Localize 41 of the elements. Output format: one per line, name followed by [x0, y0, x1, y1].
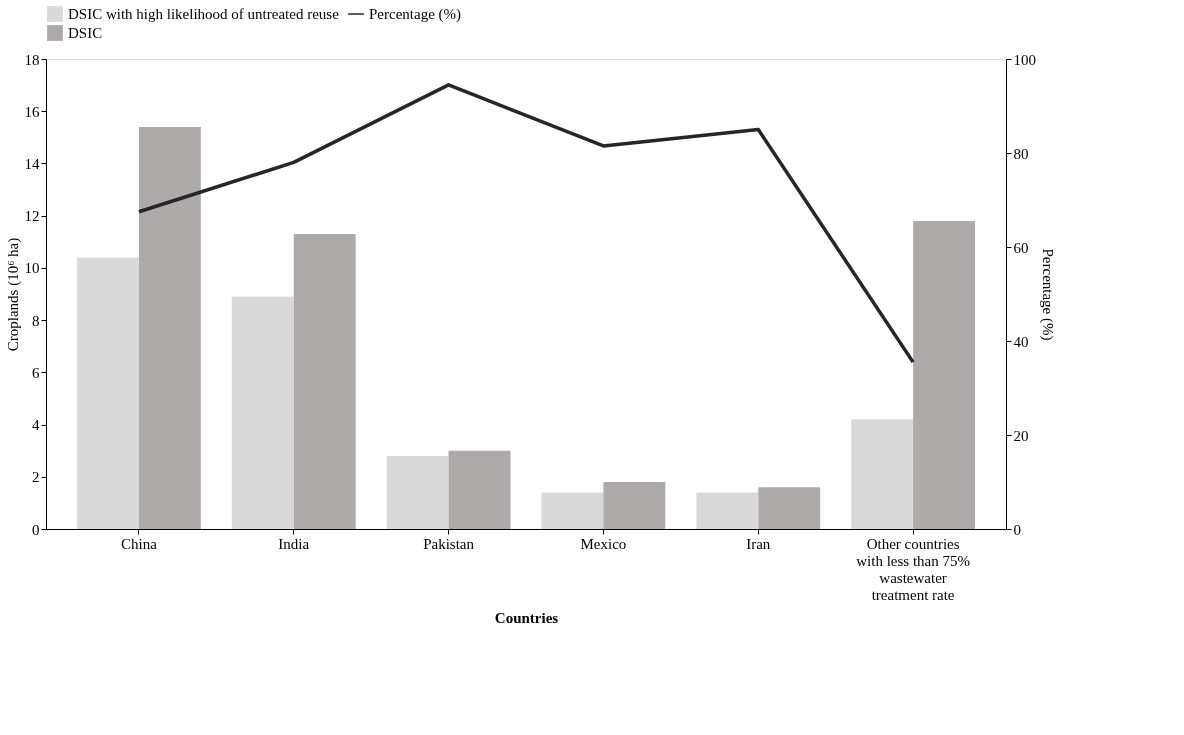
- y-tick-label: 2: [32, 469, 40, 486]
- y-tick-label: 16: [24, 103, 40, 120]
- bar: [448, 450, 511, 529]
- y2-tick-label: 60: [1013, 239, 1029, 256]
- x-axis-title: Countries: [494, 609, 559, 626]
- x-tick-label: Iran: [746, 535, 771, 552]
- line-series: [137, 83, 915, 364]
- bar: [386, 455, 449, 529]
- bar: [293, 233, 356, 529]
- bar: [603, 482, 666, 529]
- legend-label: DSIC with high likelihood of untreated reuse: [68, 6, 340, 22]
- bar: [851, 419, 914, 529]
- y-axis-title: Croplands (10⁶ ha): [4, 237, 22, 352]
- y-tick-label: 4: [32, 417, 40, 434]
- bar: [231, 296, 294, 529]
- x-tick-label: China: [120, 535, 158, 552]
- x-tick-label: India: [278, 535, 310, 552]
- x-tick-label: Mexico: [580, 535, 627, 552]
- bar: [758, 487, 821, 529]
- y-tick-label: 10: [24, 260, 40, 277]
- y2-tick-label: 40: [1013, 333, 1029, 350]
- legend-label: DSIC: [68, 25, 103, 41]
- y2-tick-label: 100: [1013, 51, 1036, 68]
- bar: [138, 126, 201, 529]
- y-tick-label: 12: [24, 208, 40, 225]
- y-tick-label: 6: [32, 364, 40, 381]
- legend-label: Percentage (%): [369, 6, 462, 23]
- bar: [913, 220, 976, 529]
- y2-tick-label: 80: [1013, 145, 1029, 162]
- y2-tick-label: 0: [1013, 521, 1021, 538]
- y-tick-label: 18: [24, 51, 40, 68]
- bar: [541, 492, 604, 529]
- bar: [696, 492, 759, 529]
- y-tick-label: 8: [32, 312, 40, 329]
- x-tick-label: Other countries with less than 75% wastewater treatment rate: [856, 535, 970, 603]
- y-tick-label: 0: [32, 521, 40, 538]
- y2-tick-label: 20: [1013, 427, 1029, 444]
- x-tick-label: Pakistan: [423, 535, 475, 552]
- y-tick-label: 14: [24, 155, 40, 172]
- bar: [76, 257, 139, 529]
- y2-axis-title: Percentage (%): [1039, 248, 1056, 341]
